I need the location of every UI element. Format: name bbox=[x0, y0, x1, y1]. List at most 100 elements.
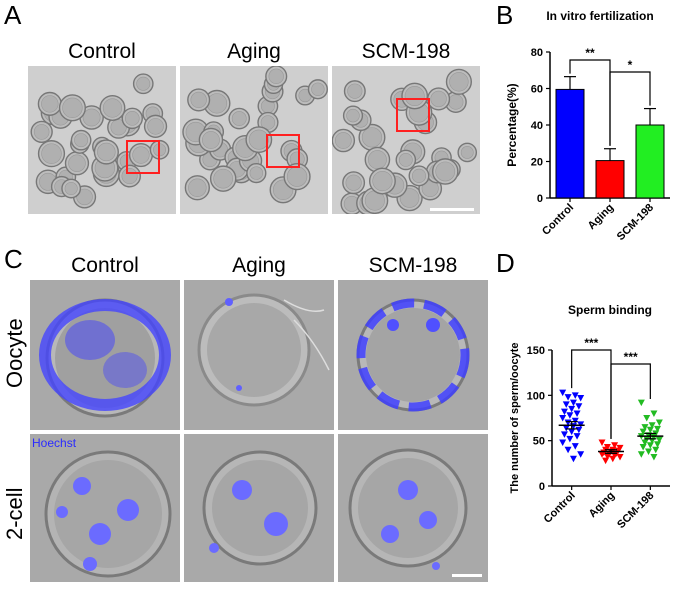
embryo-inner bbox=[68, 154, 86, 173]
embryo-inner bbox=[346, 108, 360, 123]
chart-d-point bbox=[566, 412, 574, 419]
micrograph-c-2cell-control: Hoechst bbox=[30, 434, 180, 582]
chart-d-point bbox=[645, 448, 653, 456]
embryo-inner bbox=[286, 166, 308, 187]
embryo-inner bbox=[268, 68, 284, 85]
zoom-box-a-scm198 bbox=[396, 98, 430, 132]
chart-d-point bbox=[575, 403, 583, 410]
oocyte-image-scm198 bbox=[356, 298, 470, 412]
chart-d-point bbox=[654, 425, 662, 433]
embryo-inner bbox=[345, 174, 362, 191]
chart-b-bar bbox=[555, 88, 585, 199]
embryo-inner bbox=[231, 111, 247, 126]
twocell-image-aging bbox=[202, 450, 318, 566]
zoom-box-a-aging bbox=[266, 134, 300, 168]
embryo-inner bbox=[430, 90, 447, 108]
chart-d-point bbox=[603, 453, 611, 460]
chart-b-bar bbox=[635, 124, 665, 199]
chart-d-point bbox=[602, 457, 610, 465]
embryo-inner bbox=[435, 161, 456, 182]
chart-d-point bbox=[611, 442, 619, 449]
panel-c-title-aging: Aging bbox=[232, 254, 286, 277]
micrograph-c-2cell-scm198 bbox=[338, 434, 488, 582]
chart-d-ytick-label: 0 bbox=[539, 481, 545, 493]
chart-d-point bbox=[575, 426, 583, 434]
hoechst-label: Hoechst bbox=[32, 436, 77, 450]
chart-b-bar bbox=[595, 160, 625, 199]
embryo-inner bbox=[367, 150, 387, 170]
chart-d-point bbox=[559, 415, 567, 422]
chart-d-ylabel: The number of sperm/oocyte bbox=[509, 343, 521, 494]
chart-d-point bbox=[560, 408, 568, 416]
chart-d-point bbox=[650, 453, 658, 461]
embryo-inner bbox=[76, 188, 93, 206]
chart-d-point bbox=[564, 394, 572, 401]
row-title-2cell: 2-cell bbox=[2, 487, 27, 540]
chart-b-sig-label: * bbox=[628, 58, 633, 72]
chart-d-sig-label: *** bbox=[624, 350, 638, 364]
panel-c-title-control: Control bbox=[71, 254, 139, 277]
embryo-inner bbox=[213, 168, 234, 189]
chart-d-point bbox=[609, 455, 617, 463]
panel-a-title-control: Control bbox=[68, 40, 136, 63]
micrograph-a-aging bbox=[180, 66, 328, 214]
zoom-box-a-control bbox=[126, 140, 160, 174]
embryo-inner bbox=[334, 132, 352, 149]
panel-letter-d: D bbox=[496, 248, 515, 278]
chart-d-ytick-label: 50 bbox=[533, 436, 545, 448]
chart-d-point bbox=[566, 435, 574, 443]
micrograph-c-oocyte-scm198 bbox=[338, 280, 488, 430]
oocyte-image-control bbox=[39, 298, 171, 418]
embryo-inner bbox=[62, 97, 83, 118]
embryo-inner bbox=[202, 131, 220, 149]
embryo-inner bbox=[398, 153, 413, 167]
chart-b-ytick-label: 80 bbox=[531, 47, 543, 59]
chart-d-title: Sperm binding bbox=[568, 303, 652, 317]
chart-d-point bbox=[655, 436, 663, 444]
embryo-field-a-aging bbox=[182, 66, 328, 204]
chart-d-ytick-label: 100 bbox=[527, 390, 545, 402]
embryo-inner bbox=[190, 91, 207, 109]
chart-d-xtick-label: SCM-198 bbox=[615, 490, 656, 531]
chart-d-point bbox=[569, 399, 577, 407]
chart-b-ytick-label: 0 bbox=[537, 193, 543, 205]
chart-d-point bbox=[616, 453, 624, 461]
embryo-inner bbox=[124, 111, 140, 126]
chart-d-point bbox=[560, 431, 568, 438]
chart-d-point bbox=[571, 417, 579, 425]
oocyte-image-aging bbox=[197, 293, 330, 407]
micrograph-c-oocyte-control bbox=[30, 280, 180, 430]
chart-d-point bbox=[573, 433, 581, 440]
chart-b-xtick-label: Control bbox=[540, 202, 576, 238]
micrograph-c-2cell-aging bbox=[184, 434, 334, 582]
chart-d-point bbox=[577, 395, 585, 402]
chart-d-point bbox=[641, 439, 649, 446]
chart-ivf: In vitro fertilization 0 20 40 60 80 Percentag… bbox=[505, 9, 670, 243]
chart-d-ytick-label: 150 bbox=[527, 345, 545, 357]
embryo-inner bbox=[74, 133, 89, 148]
embryo-inner bbox=[449, 72, 469, 92]
panel-letter-a: A bbox=[4, 0, 22, 30]
embryo-inner bbox=[41, 95, 59, 113]
panel-a-title-scm198: SCM-198 bbox=[361, 40, 451, 63]
embryo-inner bbox=[361, 127, 383, 148]
chart-d-point bbox=[559, 389, 567, 397]
chart-d-xtick-label: Aging bbox=[587, 490, 618, 521]
embryo-inner bbox=[311, 82, 325, 96]
panel-letter-c: C bbox=[4, 244, 23, 274]
chart-d-point bbox=[562, 424, 570, 432]
embryo-inner bbox=[260, 115, 276, 130]
embryo-inner bbox=[460, 146, 474, 159]
chart-d-xtick-label: Control bbox=[542, 490, 578, 526]
chart-d-sig-bracket bbox=[610, 363, 651, 439]
embryo-inner bbox=[110, 119, 127, 136]
chart-d-point bbox=[573, 410, 581, 417]
panel-a-title-aging: Aging bbox=[227, 40, 281, 63]
chart-d-point bbox=[641, 424, 649, 431]
chart-d-point bbox=[564, 446, 572, 454]
chart-b-ytick-label: 60 bbox=[531, 84, 543, 96]
embryo-inner bbox=[132, 146, 150, 164]
chart-d-point bbox=[568, 428, 576, 436]
chart-d-point bbox=[577, 451, 585, 458]
chart-d-point bbox=[637, 451, 645, 458]
